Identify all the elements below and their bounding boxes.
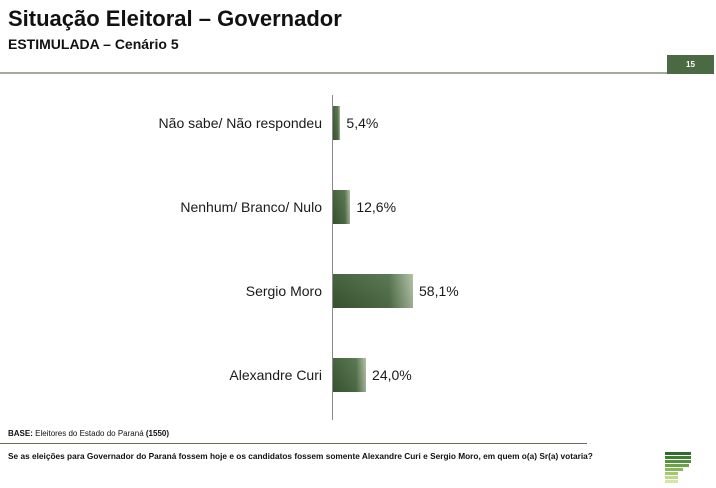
sample-base-note: BASE: Eleitores do Estado do Paraná (155… [8, 429, 169, 439]
page-title: Situação Eleitoral – Governador [8, 6, 342, 31]
page-number-badge: 15 [667, 55, 714, 74]
base-label: BASE: [8, 429, 33, 438]
logo-stripe [665, 480, 678, 483]
chart-bar [333, 106, 341, 140]
category-axis [332, 95, 333, 420]
value-label: 24,0% [372, 367, 412, 383]
logo-stripe [665, 452, 691, 455]
category-label: Alexandre Curi [229, 367, 322, 383]
logo-stripe [665, 476, 678, 479]
company-logo [665, 452, 693, 484]
page-subtitle: ESTIMULADA – Cenário 5 [8, 36, 179, 52]
value-label: 5,4% [346, 115, 379, 131]
logo-stripes-icon [665, 452, 691, 483]
logo-stripe [665, 468, 683, 471]
value-label: 58,1% [419, 283, 459, 299]
chart-bar [333, 274, 413, 308]
chart-bar [333, 358, 367, 392]
logo-stripe [665, 472, 678, 475]
logo-stripe [665, 460, 691, 463]
category-label: Não sabe/ Não respondeu [158, 115, 322, 131]
value-label: 12,6% [356, 199, 397, 215]
category-label: Nenhum/ Branco/ Nulo [180, 199, 322, 215]
footer-divider [0, 443, 587, 444]
category-label: Sergio Moro [245, 283, 322, 299]
survey-question: Se as eleições para Governador do Paraná… [8, 451, 593, 461]
base-text: Eleitores do Estado do Paraná [35, 429, 144, 438]
base-count: (1550) [145, 429, 169, 438]
chart-bar [333, 190, 351, 224]
logo-stripe [665, 464, 689, 467]
logo-stripe [665, 456, 691, 459]
header-divider [0, 72, 667, 74]
